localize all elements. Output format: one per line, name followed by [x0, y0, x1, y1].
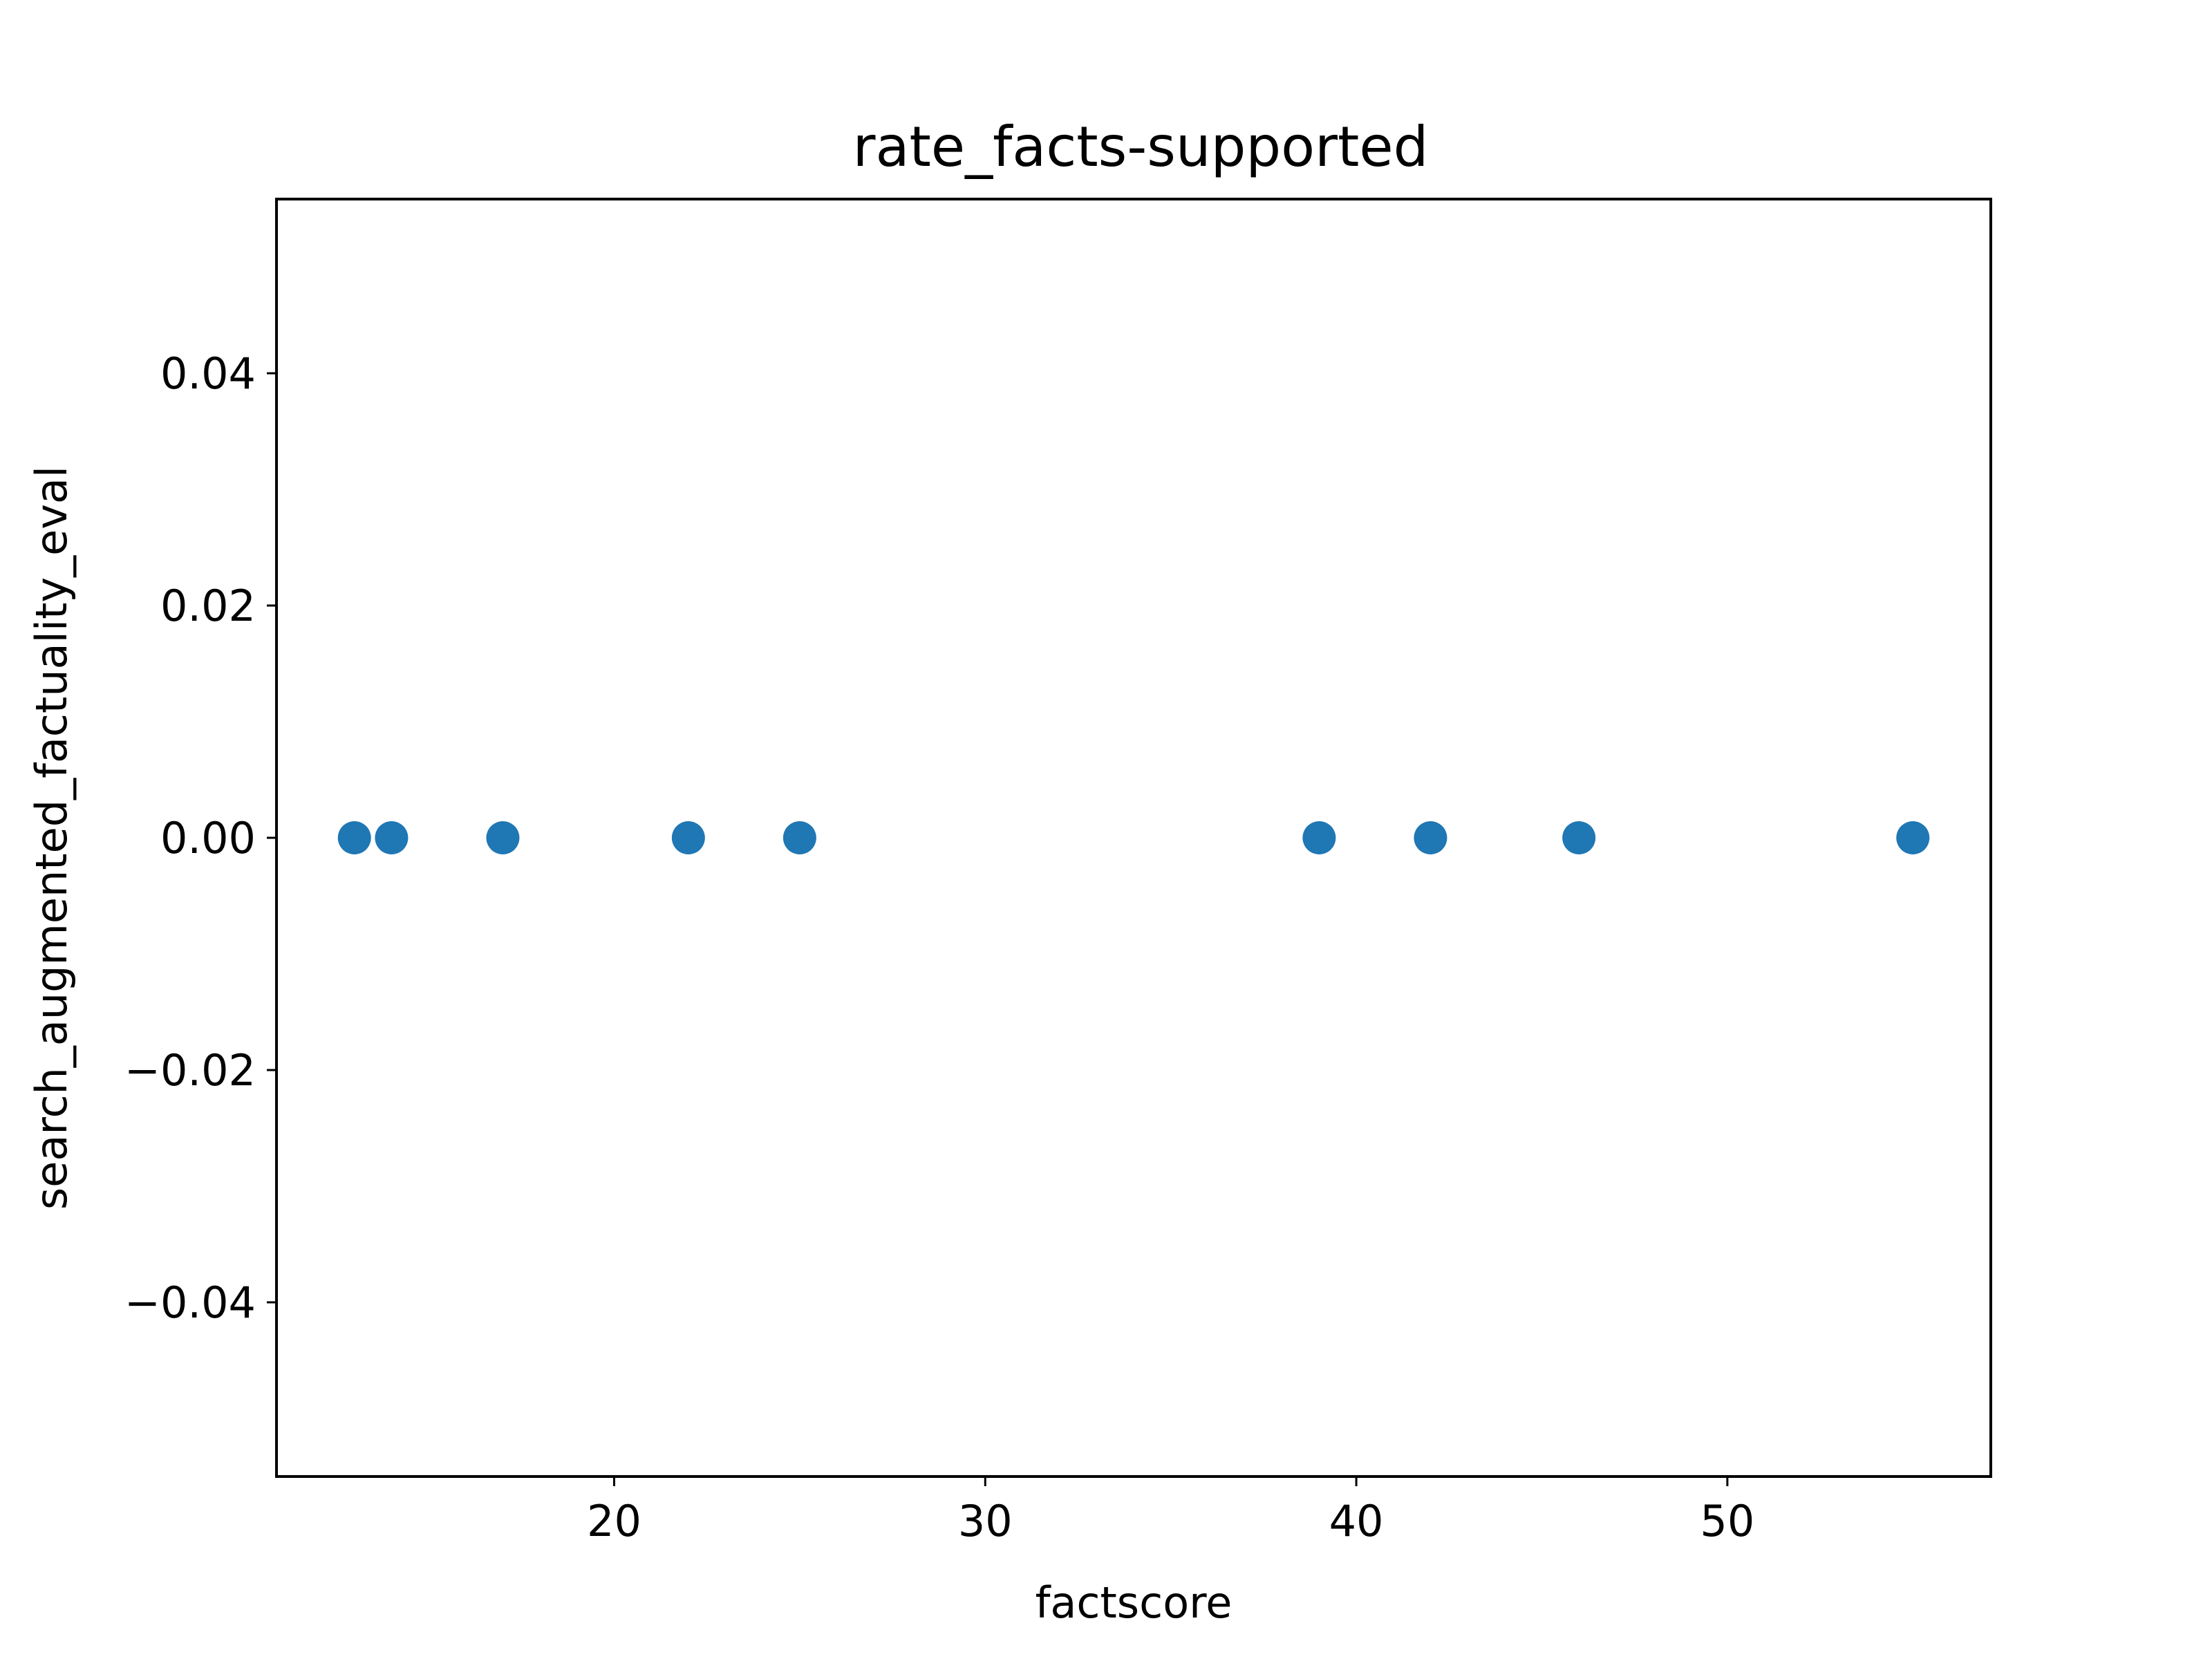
chart-title: rate_facts-supported: [853, 115, 1429, 179]
plot-area-frame: [275, 198, 1992, 1478]
y-tick-label: −0.02: [124, 1045, 256, 1096]
scatter-point: [375, 821, 409, 854]
x-tick-label: 50: [1700, 1496, 1754, 1546]
scatter-point: [1896, 821, 1930, 854]
y-tick-label: −0.04: [124, 1277, 256, 1328]
x-tick-label: 20: [587, 1496, 641, 1546]
scatter-point: [782, 821, 816, 854]
x-tick-label: 40: [1329, 1496, 1384, 1546]
scatter-point: [671, 821, 705, 854]
y-tick-label: 0.04: [160, 348, 256, 399]
scatter-point: [1414, 821, 1447, 854]
scatter-point: [337, 821, 371, 854]
scatter-point: [486, 821, 520, 854]
scatter-point: [1302, 821, 1336, 854]
x-axis-label: factscore: [1035, 1577, 1232, 1628]
y-tick-label: 0.00: [160, 813, 256, 863]
y-tick-label: 0.02: [160, 581, 256, 631]
y-axis-label: search_augmented_factuality_eval: [26, 466, 77, 1210]
ticks: 20 30 40 50 0.04 0.02 0.00 −0.02 −0.04: [124, 348, 1754, 1546]
scatter-point: [1562, 821, 1596, 854]
data-points: [337, 821, 1930, 854]
x-tick-label: 30: [958, 1496, 1013, 1546]
